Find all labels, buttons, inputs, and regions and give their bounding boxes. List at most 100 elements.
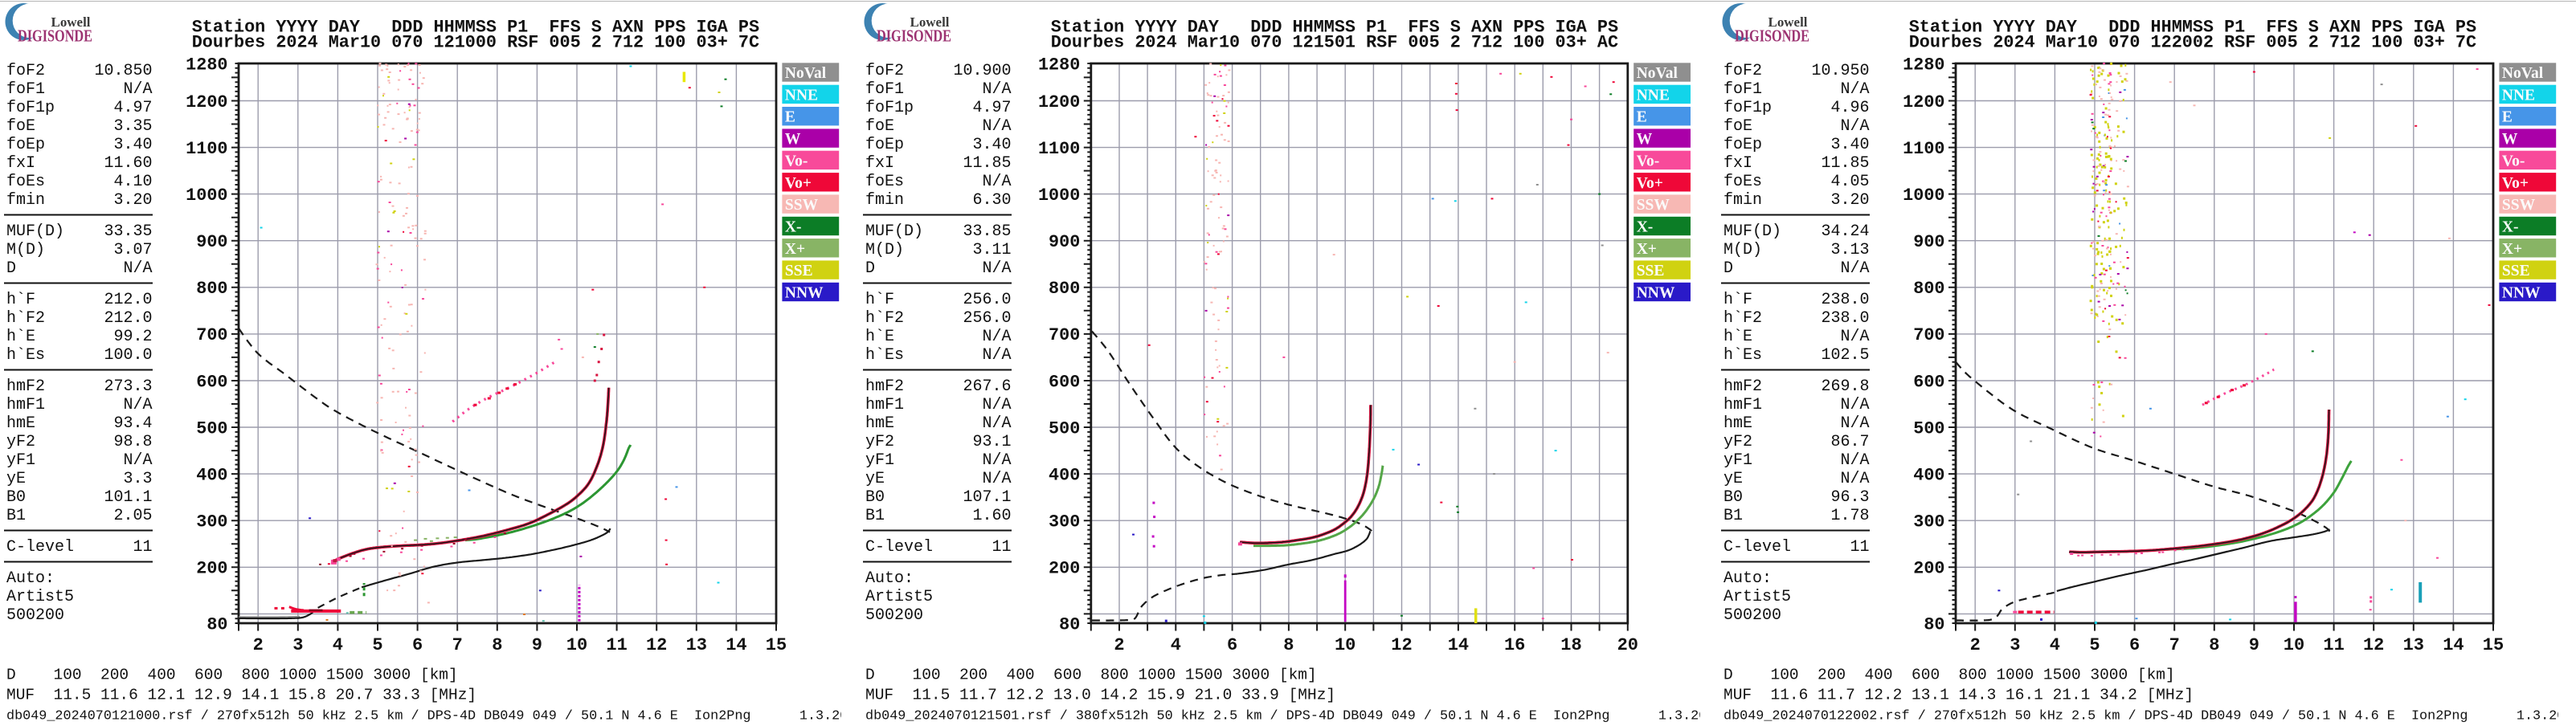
svg-text:yF2: yF2 <box>1723 433 1752 451</box>
svg-text:C-level: C-level <box>1723 538 1791 557</box>
svg-text:11.85: 11.85 <box>963 154 1011 173</box>
svg-text:NoVal: NoVal <box>2502 65 2544 82</box>
svg-text:Lowell: Lowell <box>51 14 91 30</box>
svg-text:1100: 1100 <box>1903 139 1944 159</box>
svg-text:12: 12 <box>2363 635 2384 655</box>
svg-text:fxI: fxI <box>865 154 894 173</box>
svg-text:yE: yE <box>865 470 885 488</box>
svg-text:96.3: 96.3 <box>1831 488 1870 507</box>
svg-text:Vo-: Vo- <box>785 153 808 169</box>
svg-text:99.2: 99.2 <box>113 328 152 346</box>
svg-text:3.40: 3.40 <box>1831 136 1870 154</box>
svg-text:Vo+: Vo+ <box>1636 175 1662 192</box>
svg-text:C-level: C-level <box>865 538 933 557</box>
svg-text:MUF(D): MUF(D) <box>1723 222 1781 241</box>
svg-text:6: 6 <box>2129 635 2140 655</box>
svg-text:700: 700 <box>1914 325 1945 345</box>
svg-text:900: 900 <box>1914 232 1945 252</box>
svg-text:foEs: foEs <box>1723 173 1762 191</box>
svg-text:M(D): M(D) <box>865 241 904 259</box>
svg-text:hmE: hmE <box>865 414 894 433</box>
svg-text:3.20: 3.20 <box>113 191 152 210</box>
svg-text:9: 9 <box>2249 635 2259 655</box>
svg-text:db049_2024070121501.rsf / 380f: db049_2024070121501.rsf / 380fx512h 50 k… <box>865 709 1707 724</box>
svg-text:yF1: yF1 <box>1723 451 1752 470</box>
svg-text:foE: foE <box>6 117 35 136</box>
svg-text:foF1: foF1 <box>1723 80 1762 99</box>
svg-text:800: 800 <box>196 279 227 299</box>
svg-text:1280: 1280 <box>1038 55 1080 75</box>
svg-text:3.13: 3.13 <box>1831 241 1870 259</box>
svg-text:MUF(D): MUF(D) <box>6 222 64 241</box>
svg-text:15: 15 <box>766 635 787 655</box>
svg-text:NNW: NNW <box>1636 285 1674 302</box>
svg-text:13: 13 <box>2403 635 2424 655</box>
svg-text:N/A: N/A <box>982 414 1011 433</box>
svg-text:Auto:: Auto: <box>865 569 914 588</box>
svg-text:3.40: 3.40 <box>972 136 1011 154</box>
svg-text:80: 80 <box>1924 614 1945 634</box>
svg-text:D: D <box>6 259 16 278</box>
svg-text:fxI: fxI <box>1723 154 1752 173</box>
svg-text:foE: foE <box>1723 117 1752 136</box>
svg-text:h`Es: h`Es <box>865 346 904 365</box>
svg-text:1.78: 1.78 <box>1831 507 1870 525</box>
svg-text:SSW: SSW <box>2502 197 2536 214</box>
svg-text:B0: B0 <box>6 488 26 507</box>
svg-text:400: 400 <box>1914 465 1945 485</box>
svg-text:1200: 1200 <box>1903 92 1944 112</box>
svg-text:SSW: SSW <box>1636 197 1670 214</box>
svg-text:foEp: foEp <box>1723 136 1762 154</box>
svg-text:N/A: N/A <box>1841 470 1870 488</box>
svg-text:80: 80 <box>1059 614 1080 634</box>
svg-text:foEs: foEs <box>865 173 904 191</box>
svg-text:1100: 1100 <box>1038 139 1080 159</box>
svg-text:W: W <box>1636 131 1652 148</box>
svg-text:1200: 1200 <box>186 92 227 112</box>
svg-text:5: 5 <box>372 635 382 655</box>
svg-text:11: 11 <box>133 538 152 557</box>
svg-text:11: 11 <box>1850 538 1870 557</box>
svg-text:4.97: 4.97 <box>972 99 1011 117</box>
svg-text:SSW: SSW <box>785 197 819 214</box>
svg-text:N/A: N/A <box>982 396 1011 414</box>
svg-text:200: 200 <box>196 559 227 579</box>
svg-text:N/A: N/A <box>123 80 152 99</box>
svg-text:Lowell: Lowell <box>910 14 949 30</box>
svg-text:foEs: foEs <box>6 173 45 191</box>
svg-text:238.0: 238.0 <box>1822 309 1870 328</box>
svg-text:D 100 200 400 600 800 1: D 100 200 400 600 800 1000 1500 3000 [km… <box>865 667 1317 684</box>
svg-text:256.0: 256.0 <box>963 309 1011 328</box>
svg-text:yF1: yF1 <box>865 451 894 470</box>
svg-text:102.5: 102.5 <box>1822 346 1870 365</box>
svg-text:B0: B0 <box>865 488 885 507</box>
svg-text:200: 200 <box>1914 559 1945 579</box>
svg-text:2.05: 2.05 <box>113 507 152 525</box>
svg-text:101.1: 101.1 <box>104 488 152 507</box>
svg-text:16: 16 <box>1504 635 1525 655</box>
svg-text:D: D <box>1723 259 1733 278</box>
svg-text:db049_2024070121000.rsf / 270f: db049_2024070121000.rsf / 270fx512h 50 k… <box>6 709 848 724</box>
svg-text:h`F: h`F <box>865 291 894 309</box>
svg-text:212.0: 212.0 <box>104 309 152 328</box>
svg-text:MUF(D): MUF(D) <box>865 222 923 241</box>
svg-text:Vo+: Vo+ <box>2502 175 2529 192</box>
svg-text:h`F: h`F <box>6 291 35 309</box>
svg-text:hmE: hmE <box>1723 414 1752 433</box>
svg-text:NoVal: NoVal <box>1636 65 1678 82</box>
svg-text:3.07: 3.07 <box>113 241 152 259</box>
svg-text:15: 15 <box>2483 635 2504 655</box>
svg-text:Auto:: Auto: <box>1723 569 1772 588</box>
svg-text:X+: X+ <box>785 241 805 258</box>
svg-text:N/A: N/A <box>123 396 152 414</box>
svg-text:X-: X- <box>1636 218 1653 235</box>
svg-text:4: 4 <box>333 635 343 655</box>
svg-text:h`F2: h`F2 <box>1723 309 1762 328</box>
svg-text:10: 10 <box>566 635 587 655</box>
svg-text:4.97: 4.97 <box>113 99 152 117</box>
svg-text:foF2: foF2 <box>6 62 45 80</box>
svg-text:700: 700 <box>1049 325 1080 345</box>
svg-text:1200: 1200 <box>1038 92 1080 112</box>
svg-text:2: 2 <box>1114 635 1124 655</box>
svg-text:1100: 1100 <box>186 139 227 159</box>
